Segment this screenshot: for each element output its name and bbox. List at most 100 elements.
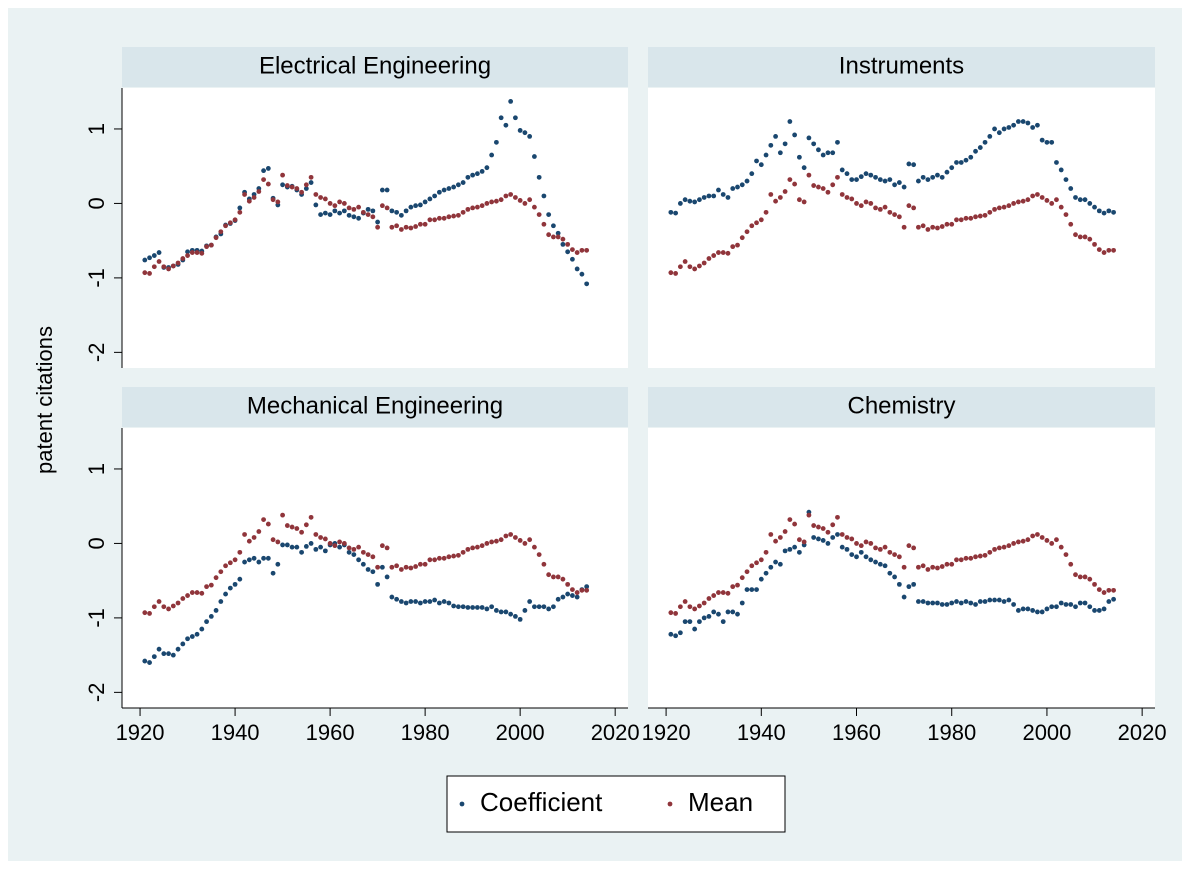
point [849,536,855,542]
point [844,171,850,177]
point [299,189,304,195]
point [489,199,495,205]
point [744,178,750,184]
point [512,115,518,121]
point [147,255,152,261]
point [384,574,390,580]
point [716,611,721,617]
point [1015,119,1021,124]
point [796,197,802,203]
point [546,572,552,578]
point [754,587,759,592]
point [968,600,974,606]
panel-title: Electrical Engineering [259,52,491,79]
point [265,166,271,171]
point [318,212,323,217]
point [816,147,821,153]
point [280,512,285,518]
x-tick-label: 1940 [737,720,786,745]
point [365,212,371,217]
point [949,165,955,171]
point [1087,236,1093,242]
point [1035,609,1040,615]
point [570,247,575,252]
point [584,247,590,253]
point [711,253,717,258]
point [768,564,774,570]
point [1073,195,1078,200]
point [958,217,964,223]
point [882,204,888,210]
point [811,183,817,188]
point [375,581,381,587]
point [508,99,514,104]
point [896,554,902,560]
point [987,549,993,555]
point [844,546,850,552]
point [877,546,883,552]
point [470,205,476,211]
point [251,195,257,200]
point [584,281,590,287]
point [261,168,266,174]
point [782,548,788,554]
point [275,199,281,205]
point [1044,606,1050,612]
point [246,198,252,204]
point [1011,602,1017,607]
point [360,209,366,215]
point [422,221,428,227]
point [503,122,509,128]
point [470,172,476,178]
point [935,172,940,178]
point [242,559,247,565]
point [208,614,214,619]
point [825,150,831,156]
point [313,532,319,537]
x-tick-label: 1960 [306,720,355,745]
point [436,215,442,221]
point [432,557,438,563]
point [408,565,414,571]
point [175,646,181,652]
point [968,154,974,160]
point [522,201,528,206]
point [811,141,817,147]
point [522,608,528,613]
point [816,524,821,530]
point [565,249,571,255]
point [360,561,366,567]
point [508,192,514,197]
point [227,560,233,566]
point [1039,535,1045,540]
point [868,201,874,206]
point [156,646,162,652]
point [460,180,466,185]
point [782,141,788,147]
point [930,600,936,606]
point [673,210,679,216]
point [920,563,926,569]
point [668,209,674,215]
point [408,225,414,231]
point [346,549,352,555]
point [536,174,542,180]
point [787,517,793,522]
point [744,587,750,592]
point [389,208,395,214]
point [413,564,419,569]
point [716,590,721,595]
point [579,587,585,593]
point [299,529,304,535]
point [142,610,148,616]
point [327,212,333,217]
point [701,615,707,621]
point [854,554,859,560]
point [768,532,774,537]
point [697,603,702,609]
x-tick-label: 1980 [927,720,976,745]
point [242,532,247,537]
point [170,603,176,609]
point [1068,186,1074,191]
point [185,253,190,258]
